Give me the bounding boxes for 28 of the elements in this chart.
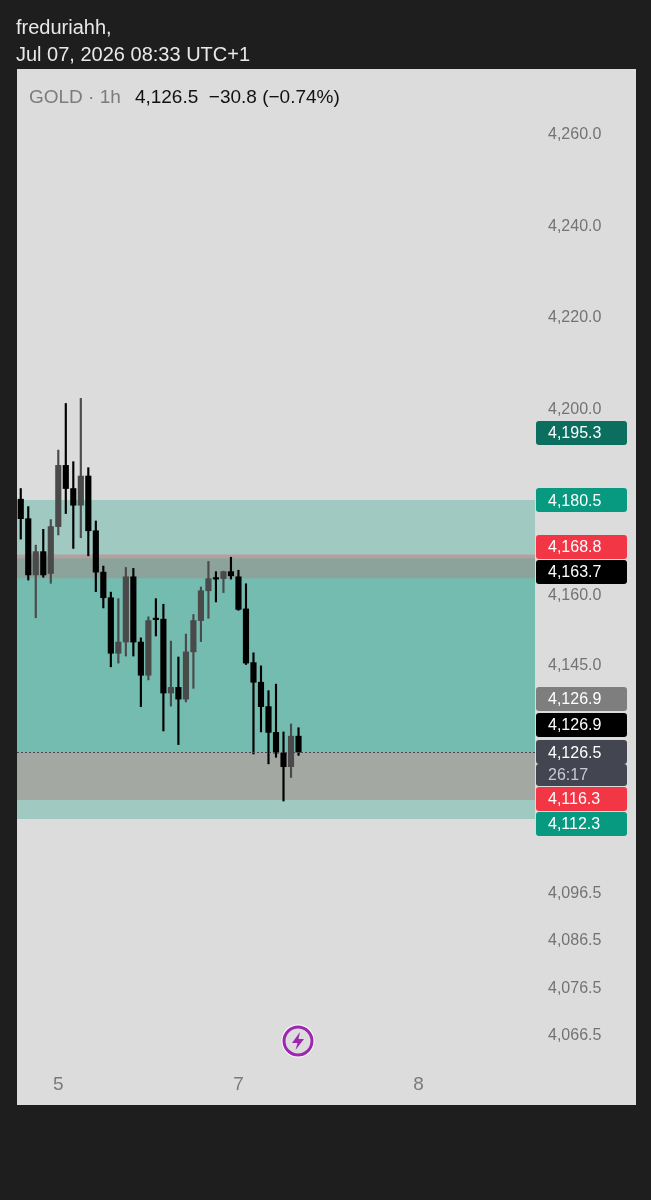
y-tick-label: 4,260.0 [548,125,602,143]
band-label: 4,168.8 [548,538,602,556]
chart-subtitle: 4,126.5 −30.8 (−0.74%) [134,86,340,108]
text: Jul 07, 2026 08:33 UTC+1 [16,42,251,67]
text: freduriahh, [16,15,113,40]
text: 4,163.7 [548,563,602,581]
y-tick-label: 4,076.5 [548,978,602,996]
y-tick-label: 4,086.5 [548,931,602,949]
chart-title: GOLD · 1h [29,86,121,108]
y-tick-label: 4,096.5 [548,883,602,901]
x-tick-label: 5 [53,1072,64,1094]
text: 4,195.3 [548,424,602,442]
y-tick-label: 4,145.0 [548,655,602,673]
y-tick-label: 4,200.0 [548,400,602,418]
ref-line-label: 4,126.5 [548,743,602,761]
y-tick-label: 4,066.5 [548,1026,602,1044]
text: 4,126.9 [548,716,602,734]
band-label: 4,180.5 [548,491,602,509]
text: 4,126.9 [548,690,602,708]
x-tick-label: 7 [233,1072,244,1094]
band-label: 4,116.3 [548,790,601,808]
y-tick-label: 4,240.0 [548,216,602,234]
candlestick [280,731,287,802]
text: 26:17 [548,766,589,784]
x-tick-label: 8 [413,1072,424,1094]
y-tick-label: 4,220.0 [548,308,602,326]
y-tick-label: 4,160.0 [548,585,602,603]
band-label: 4,112.3 [548,815,601,833]
